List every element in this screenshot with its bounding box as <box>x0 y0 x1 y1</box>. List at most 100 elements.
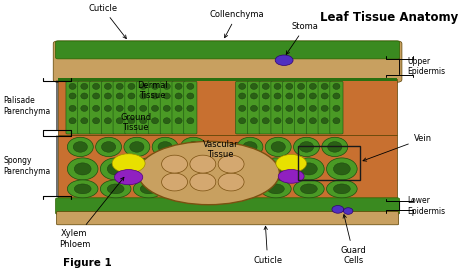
Ellipse shape <box>112 154 145 173</box>
Ellipse shape <box>278 169 304 183</box>
Ellipse shape <box>344 208 353 214</box>
FancyBboxPatch shape <box>90 81 103 134</box>
Text: Vascular
Tissue: Vascular Tissue <box>203 140 238 159</box>
Ellipse shape <box>310 118 317 124</box>
Ellipse shape <box>310 105 317 111</box>
Ellipse shape <box>104 83 111 89</box>
Ellipse shape <box>140 163 157 175</box>
Ellipse shape <box>163 83 170 89</box>
Ellipse shape <box>175 118 182 124</box>
Ellipse shape <box>67 137 93 157</box>
Ellipse shape <box>163 93 170 99</box>
Ellipse shape <box>152 137 178 157</box>
Ellipse shape <box>321 105 328 111</box>
Ellipse shape <box>243 142 257 152</box>
Ellipse shape <box>140 83 147 89</box>
FancyBboxPatch shape <box>184 81 197 134</box>
Ellipse shape <box>301 163 317 175</box>
Ellipse shape <box>67 158 98 180</box>
Ellipse shape <box>274 105 281 111</box>
Ellipse shape <box>116 83 123 89</box>
Text: Vein: Vein <box>363 134 432 161</box>
FancyBboxPatch shape <box>58 134 397 201</box>
Ellipse shape <box>130 142 144 152</box>
Ellipse shape <box>321 83 328 89</box>
Ellipse shape <box>237 137 263 157</box>
Ellipse shape <box>181 137 206 157</box>
Ellipse shape <box>69 105 76 111</box>
FancyBboxPatch shape <box>113 81 126 134</box>
Ellipse shape <box>265 137 291 157</box>
Ellipse shape <box>74 184 91 194</box>
Ellipse shape <box>187 105 194 111</box>
FancyBboxPatch shape <box>247 81 261 134</box>
FancyBboxPatch shape <box>56 211 399 225</box>
Text: Collenchyma: Collenchyma <box>210 10 264 38</box>
FancyBboxPatch shape <box>53 41 402 82</box>
Ellipse shape <box>187 118 194 124</box>
FancyBboxPatch shape <box>259 81 273 134</box>
Ellipse shape <box>116 105 123 111</box>
FancyBboxPatch shape <box>78 81 91 134</box>
Ellipse shape <box>92 118 100 124</box>
FancyBboxPatch shape <box>330 81 343 134</box>
Ellipse shape <box>173 163 190 175</box>
Ellipse shape <box>321 118 328 124</box>
Ellipse shape <box>81 83 88 89</box>
Ellipse shape <box>69 83 76 89</box>
Ellipse shape <box>190 173 216 191</box>
Text: Cuticle: Cuticle <box>253 226 282 264</box>
FancyBboxPatch shape <box>318 81 331 134</box>
Ellipse shape <box>67 180 98 198</box>
Ellipse shape <box>262 105 269 111</box>
Ellipse shape <box>69 118 76 124</box>
Ellipse shape <box>286 118 293 124</box>
Text: Spongy
Parenchyma: Spongy Parenchyma <box>4 156 51 176</box>
Ellipse shape <box>107 163 124 175</box>
Ellipse shape <box>100 158 131 180</box>
Ellipse shape <box>140 184 157 194</box>
Ellipse shape <box>124 137 150 157</box>
Ellipse shape <box>104 118 111 124</box>
Ellipse shape <box>158 142 172 152</box>
Ellipse shape <box>274 93 281 99</box>
Ellipse shape <box>250 118 257 124</box>
Ellipse shape <box>140 105 147 111</box>
Ellipse shape <box>333 83 340 89</box>
FancyBboxPatch shape <box>294 81 308 134</box>
Ellipse shape <box>128 93 135 99</box>
Text: Figure 1: Figure 1 <box>63 258 111 268</box>
Ellipse shape <box>276 155 307 172</box>
Ellipse shape <box>262 118 269 124</box>
Ellipse shape <box>162 173 188 191</box>
Ellipse shape <box>321 93 328 99</box>
FancyBboxPatch shape <box>271 81 284 134</box>
Ellipse shape <box>152 105 158 111</box>
Ellipse shape <box>175 105 182 111</box>
Text: Guard
Cells: Guard Cells <box>341 215 367 265</box>
Ellipse shape <box>166 158 197 180</box>
Ellipse shape <box>322 137 348 157</box>
Ellipse shape <box>133 180 164 198</box>
Text: Cuticle: Cuticle <box>88 4 127 39</box>
Ellipse shape <box>138 141 279 205</box>
Text: Lower
Epidermis: Lower Epidermis <box>408 196 446 216</box>
Ellipse shape <box>238 105 246 111</box>
Ellipse shape <box>116 93 123 99</box>
Text: Palisade
Parenchyma: Palisade Parenchyma <box>4 96 51 116</box>
FancyBboxPatch shape <box>58 80 397 134</box>
Ellipse shape <box>175 93 182 99</box>
Ellipse shape <box>250 93 257 99</box>
Ellipse shape <box>238 83 246 89</box>
Ellipse shape <box>250 105 257 111</box>
Ellipse shape <box>261 180 291 198</box>
Ellipse shape <box>92 93 100 99</box>
Ellipse shape <box>96 137 121 157</box>
Ellipse shape <box>152 83 158 89</box>
Text: Upper
Epidermis: Upper Epidermis <box>408 57 446 76</box>
FancyBboxPatch shape <box>172 81 185 134</box>
Ellipse shape <box>286 83 293 89</box>
Ellipse shape <box>104 105 111 111</box>
Ellipse shape <box>81 118 88 124</box>
Ellipse shape <box>300 142 314 152</box>
